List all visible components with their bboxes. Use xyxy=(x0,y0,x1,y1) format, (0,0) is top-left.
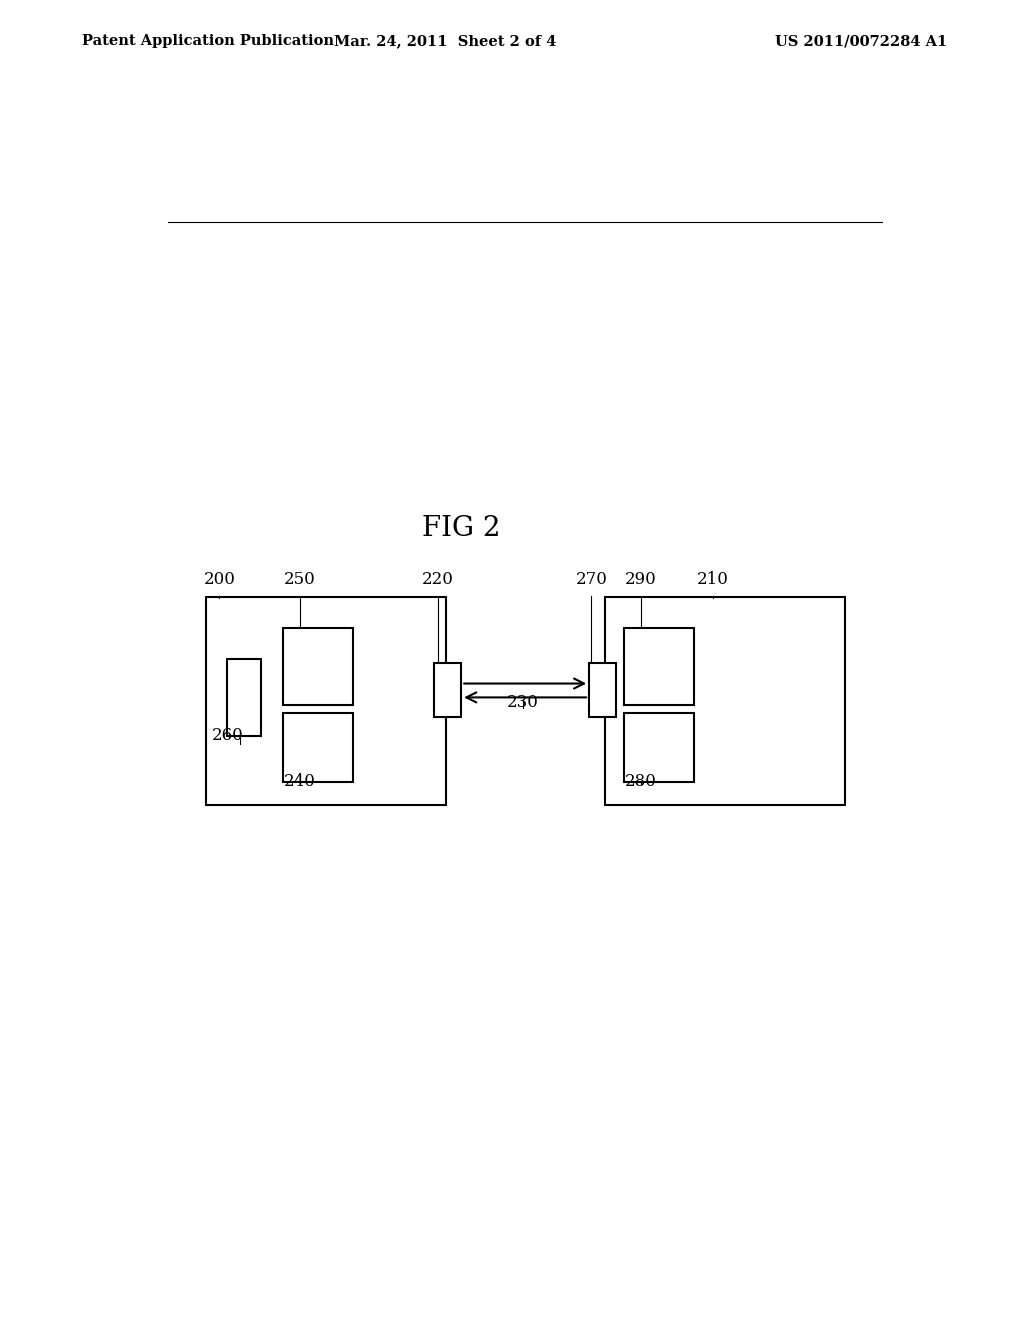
Text: FIG 2: FIG 2 xyxy=(422,515,501,541)
Bar xyxy=(604,597,845,805)
Text: 210: 210 xyxy=(697,572,729,589)
Bar xyxy=(227,659,261,737)
Bar xyxy=(283,713,352,781)
Bar xyxy=(206,597,445,805)
Bar xyxy=(589,663,616,717)
Text: US 2011/0072284 A1: US 2011/0072284 A1 xyxy=(775,34,947,49)
Text: 270: 270 xyxy=(575,572,607,589)
Bar xyxy=(283,628,352,705)
Text: 280: 280 xyxy=(625,772,657,789)
Text: 220: 220 xyxy=(422,572,454,589)
Bar xyxy=(434,663,461,717)
Text: 250: 250 xyxy=(285,572,316,589)
Text: 200: 200 xyxy=(204,572,236,589)
Text: Mar. 24, 2011  Sheet 2 of 4: Mar. 24, 2011 Sheet 2 of 4 xyxy=(334,34,557,49)
Text: 230: 230 xyxy=(507,694,540,711)
Text: Patent Application Publication: Patent Application Publication xyxy=(82,34,334,49)
Text: 240: 240 xyxy=(284,772,316,789)
Text: 260: 260 xyxy=(211,726,243,743)
Text: 290: 290 xyxy=(626,572,657,589)
Bar xyxy=(624,713,693,781)
Bar xyxy=(624,628,693,705)
